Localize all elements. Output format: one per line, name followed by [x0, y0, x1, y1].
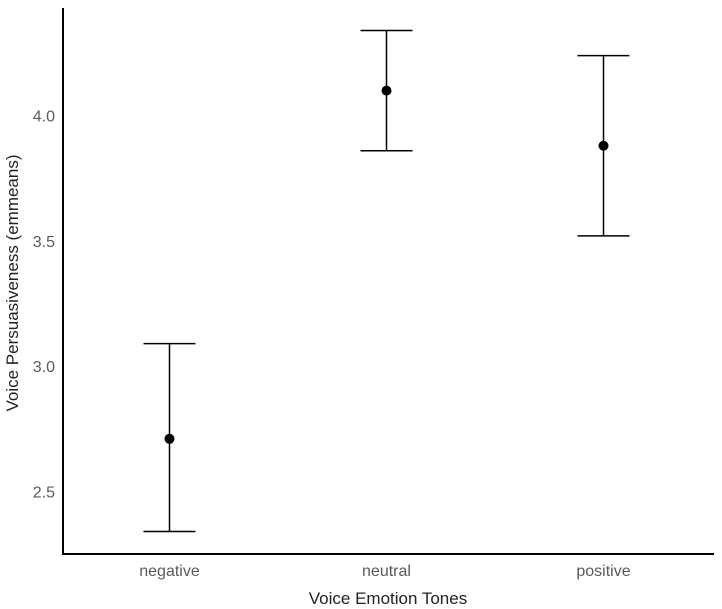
x-tick-label: negative: [139, 563, 200, 580]
y-axis-ticks: 2.5 3.0 3.5 4.0: [33, 109, 55, 502]
data-point: [164, 433, 175, 444]
y-tick-label: 2.5: [33, 484, 55, 501]
x-axis-title: Voice Emotion Tones: [309, 589, 467, 608]
y-tick-label: 3.0: [33, 359, 55, 376]
y-tick-label: 4.0: [33, 109, 55, 126]
x-tick-label: neutral: [362, 563, 411, 580]
y-tick-label: 3.5: [33, 234, 55, 251]
x-tick-label: positive: [576, 563, 630, 580]
data-point: [381, 85, 392, 96]
data-point: [598, 140, 609, 151]
x-axis-ticks: negative neutral positive: [139, 563, 630, 580]
y-axis-title: Voice Persuasiveness (emmeans): [3, 154, 22, 411]
plot-area: [143, 29, 630, 533]
